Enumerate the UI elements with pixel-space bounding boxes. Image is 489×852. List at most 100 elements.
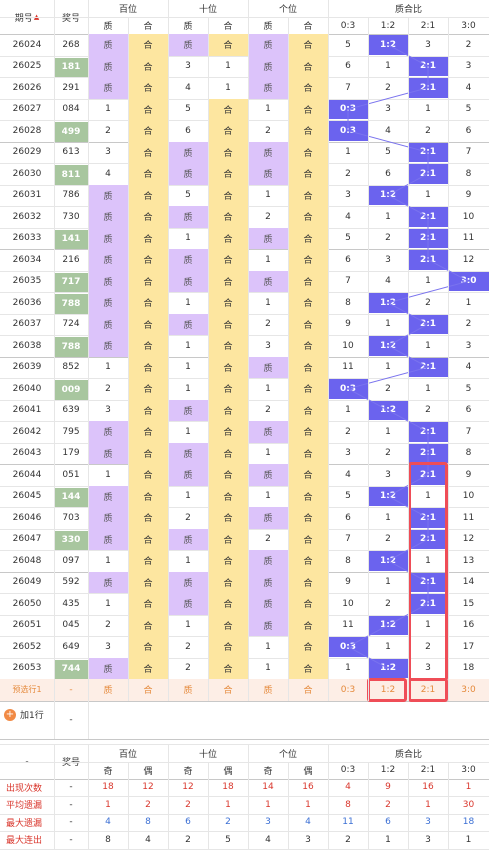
prime-cell: 质 [248, 550, 288, 572]
prime-cell: 5 [185, 104, 191, 115]
prime-cell: 1 [265, 491, 271, 502]
prime-cell: 质 [248, 270, 288, 292]
stat-award: - [69, 799, 73, 810]
ratio-miss-cell: 1 [425, 104, 431, 115]
period-cell: 26050 [12, 598, 42, 609]
prime-cell: 1 [105, 598, 111, 609]
row-divider [0, 17, 489, 18]
ratio-miss-cell: 11 [342, 362, 354, 373]
composite-cell: 合 [128, 270, 168, 292]
ratio-miss-cell: 5 [345, 39, 351, 50]
ratio-miss-cell: 12 [462, 534, 475, 545]
period-cell: 26031 [12, 190, 42, 201]
prediction-ratio-cell[interactable]: 3:0 [461, 684, 476, 695]
composite-cell: 合 [288, 313, 328, 335]
prediction-cell[interactable]: 合 [143, 686, 153, 697]
ratio-miss-cell: 2 [385, 448, 391, 459]
prediction-cell[interactable]: 质 [103, 686, 113, 697]
composite-cell: 合 [288, 141, 328, 163]
ratio-miss-cell: 17 [462, 641, 475, 652]
ratio-miss-cell: 3 [385, 469, 391, 480]
composite-cell: 合 [288, 163, 328, 185]
award-number: 724 [62, 319, 80, 330]
prediction-cell[interactable]: 合 [303, 686, 313, 697]
stat-value: 2 [185, 834, 191, 845]
prediction-cell[interactable]: 质 [263, 686, 273, 697]
ratio-miss-cell: 10 [462, 491, 475, 502]
ratio-miss-cell: 1 [425, 383, 431, 394]
composite-cell: 合 [288, 442, 328, 464]
composite-cell: 合 [128, 292, 168, 314]
award-number: 717 [54, 272, 88, 292]
composite-cell: 合 [128, 227, 168, 249]
award-number: 141 [54, 229, 88, 249]
composite-cell: 合 [128, 378, 168, 400]
prime-cell: 2 [105, 383, 111, 394]
award-number: 730 [62, 211, 80, 222]
composite-cell: 合 [288, 485, 328, 507]
ratio-miss-cell: 3 [425, 39, 431, 50]
composite-cell: 合 [128, 55, 168, 77]
prime-cell: 1 [185, 555, 191, 566]
ratio-miss-cell: 1 [465, 297, 472, 308]
ratio-miss-cell: 1 [385, 362, 391, 373]
composite-cell: 合 [208, 614, 248, 636]
prediction-row[interactable] [0, 679, 489, 701]
stat-value: 8 [145, 817, 151, 828]
ratio-miss-cell: 10 [342, 340, 354, 351]
prediction-ratio-cell[interactable]: 2:1 [420, 684, 436, 695]
column-divider [54, 700, 55, 739]
composite-cell: 合 [288, 399, 328, 421]
composite-cell: 合 [208, 292, 248, 314]
row-divider [0, 55, 489, 57]
prime-cell: 1 [185, 426, 191, 437]
plus-icon[interactable]: + [4, 708, 16, 721]
ratio-miss-cell: 3 [345, 190, 351, 201]
ratio-miss-cell: 1 [425, 555, 431, 566]
prediction-label[interactable]: 预选行1 [12, 685, 42, 695]
composite-cell: 合 [128, 184, 168, 206]
composite-cell: 合 [288, 98, 328, 120]
prediction-ratio-cell[interactable]: 0:3 [340, 684, 356, 695]
stat-value: 2 [145, 799, 151, 810]
stat-value: 18 [222, 782, 234, 793]
ratio-miss-cell: 5 [465, 383, 472, 394]
ratio-miss-cell: 1 [385, 211, 391, 222]
composite-cell: 合 [208, 421, 248, 443]
column-divider [88, 0, 89, 701]
add-row-button[interactable]: + 加1行 [4, 707, 44, 723]
add-row-label[interactable]: 加1行 [20, 711, 44, 721]
prediction-cell[interactable]: 合 [223, 686, 233, 697]
ratio-miss-cell: 2 [345, 168, 351, 179]
sub-header-composite: 合 [223, 22, 233, 32]
stat-value: 1 [465, 834, 472, 845]
ratio-miss-cell: 4 [465, 82, 472, 93]
prime-cell: 质 [248, 34, 288, 56]
prime-cell: 1 [265, 297, 271, 308]
composite-cell: 合 [208, 184, 248, 206]
stat-value: 4 [345, 782, 351, 793]
prime-cell: 6 [185, 125, 191, 136]
period-cell: 26024 [12, 39, 42, 50]
row-divider [0, 738, 489, 740]
composite-cell: 合 [288, 77, 328, 99]
composite-cell: 合 [208, 507, 248, 529]
prime-cell: 质 [168, 528, 208, 550]
group-header: 百位 [118, 5, 137, 15]
ratio-miss-cell: 11 [342, 620, 354, 631]
composite-cell: 合 [288, 550, 328, 572]
prediction-cell[interactable]: 质 [183, 686, 193, 697]
ratio-miss-cell: 3 [425, 663, 431, 674]
prime-cell: 1 [265, 663, 271, 674]
stat-value: 3 [425, 817, 431, 828]
ratio-miss-cell: 7 [465, 426, 472, 437]
column-divider [168, 744, 169, 849]
footer-ratio-col: 2:1 [420, 765, 436, 775]
row-divider [0, 77, 489, 78]
sub-header-composite: 合 [303, 22, 313, 32]
prediction-ratio-cell[interactable]: 1:2 [380, 684, 396, 695]
ratio-miss-cell: 2 [425, 641, 431, 652]
composite-cell: 合 [128, 356, 168, 378]
prime-cell: 质 [248, 421, 288, 443]
prime-cell: 1 [185, 233, 191, 244]
